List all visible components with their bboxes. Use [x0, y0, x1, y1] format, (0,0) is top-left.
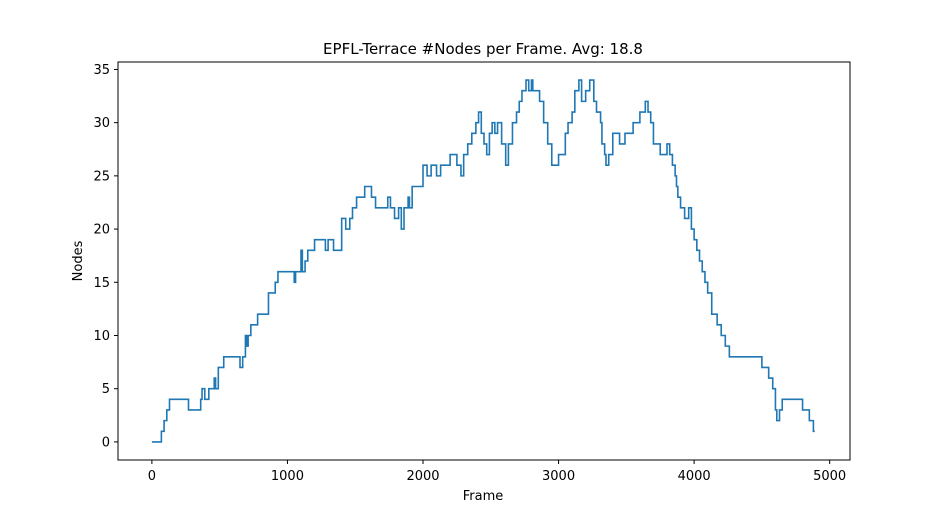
series-line-0: [151, 79, 815, 443]
x-tick-label: 0: [148, 469, 156, 484]
x-tick-label: 3000: [542, 469, 575, 484]
y-axis: 0 5 10 15 20 25 30 35: [93, 63, 118, 450]
y-tick-label: 10: [93, 329, 110, 344]
y-tick-label: 35: [93, 63, 110, 78]
x-axis-label: Frame: [463, 489, 504, 504]
chart-title: EPFL-Terrace #Nodes per Frame. Avg: 18.8: [323, 40, 643, 58]
x-tick-label: 4000: [678, 469, 711, 484]
x-tick-label: 2000: [406, 469, 439, 484]
y-tick-label: 5: [102, 382, 110, 397]
y-tick-label: 25: [93, 169, 110, 184]
y-tick-label: 0: [102, 435, 110, 450]
x-tick-label: 1000: [271, 469, 304, 484]
x-tick-label: 5000: [813, 469, 846, 484]
axes-frame: [117, 61, 851, 461]
y-tick-label: 20: [93, 223, 110, 238]
x-axis: 0 1000 2000 3000 4000 5000: [148, 460, 846, 484]
y-axis-label: Nodes: [71, 240, 86, 281]
y-tick-label: 30: [93, 116, 110, 131]
y-tick-label: 15: [93, 276, 110, 291]
plot-area: [151, 79, 815, 443]
